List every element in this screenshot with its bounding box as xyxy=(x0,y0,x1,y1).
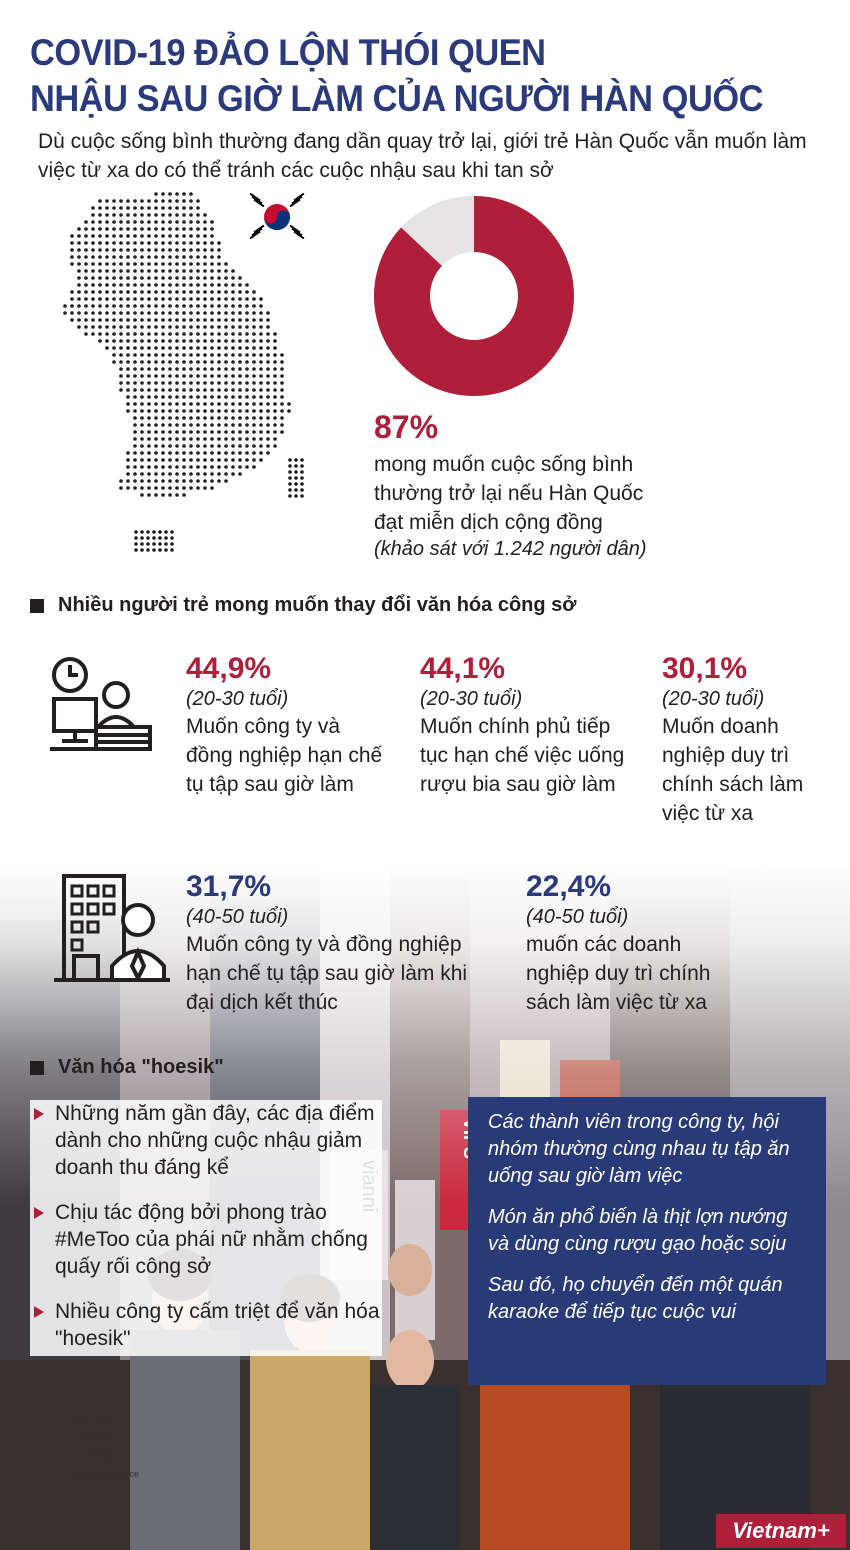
title-line-2: NHẬU SAU GIỜ LÀM CỦA NGƯỜI HÀN QUỐC xyxy=(30,78,764,119)
stat-card-5: 22,4% (40-50 tuổi) muốn các doanh nghiệp… xyxy=(526,870,746,1017)
stat-description: Muốn chính phủ tiếp tục hạn chế việc uốn… xyxy=(420,715,625,796)
list-item: Nhiều công ty cấm triệt để văn hóa "hoes… xyxy=(30,1298,382,1352)
page-title: COVID-19 ĐẢO LỘN THÓI QUEN NHẬU SAU GIỜ … xyxy=(30,30,774,122)
south-korea-map-icon xyxy=(40,190,330,560)
list-item-text: Những năm gần đây, các địa điểm dành cho… xyxy=(55,1102,375,1179)
stat-description: Muốn doanh nghiệp duy trì chính sách làm… xyxy=(662,715,804,825)
office-worker-icon xyxy=(48,655,152,755)
stat-age: (40-50 tuổi) xyxy=(186,906,289,928)
stat-age: (40-50 tuổi) xyxy=(526,906,629,928)
triangle-bullet-icon xyxy=(34,1306,44,1318)
stat-card-4: 31,7% (40-50 tuổi) Muốn công ty và đồng … xyxy=(186,870,486,1017)
title-line-1: COVID-19 ĐẢO LỘN THÓI QUEN xyxy=(30,32,546,73)
list-item: Chịu tác động bởi phong trào #MeToo của … xyxy=(30,1199,382,1280)
info-paragraph: Món ăn phổ biến là thịt lợn nướng và dùn… xyxy=(488,1206,788,1255)
subtitle: Dù cuộc sống bình thường đang dần quay t… xyxy=(38,130,807,182)
list-item-text: Nhiều công ty cấm triệt để văn hóa "hoes… xyxy=(55,1300,380,1350)
survey-percent: 87% xyxy=(374,408,438,446)
section2-heading: Văn hóa "hoesik" xyxy=(30,1056,224,1079)
section-bullet xyxy=(30,1060,44,1075)
section1-heading-text: Nhiều người trẻ mong muốn thay đổi văn h… xyxy=(58,594,577,616)
stat-value: 44,1% xyxy=(420,652,506,685)
info-paragraph: Sau đó, họ chuyển đến một quán karaoke đ… xyxy=(488,1274,783,1323)
korean-flag-icon xyxy=(245,190,309,244)
survey-note: (khảo sát với 1.242 người dân) xyxy=(374,538,647,560)
stat-card-2: 44,1% (20-30 tuổi) Muốn chính phủ tiếp t… xyxy=(420,652,630,799)
survey-donut-chart xyxy=(373,196,574,396)
list-item: Những năm gần đây, các địa điểm dành cho… xyxy=(30,1100,382,1181)
office-building-icon xyxy=(52,870,172,985)
triangle-bullet-icon xyxy=(34,1207,44,1219)
stat-card-3: 30,1% (20-30 tuổi) Muốn doanh nghiệp duy… xyxy=(662,652,827,828)
stat-description: Muốn công ty và đồng nghiệp hạn chế tụ t… xyxy=(186,715,383,796)
section2-heading-text: Văn hóa "hoesik" xyxy=(58,1056,224,1078)
stat-age: (20-30 tuổi) xyxy=(186,688,289,710)
hoesik-list: Những năm gần đây, các địa điểm dành cho… xyxy=(30,1100,382,1356)
info-paragraph: Các thành viên trong công ty, hội nhóm t… xyxy=(488,1111,790,1187)
vietnamplus-logo: Vietnam+ xyxy=(716,1514,846,1548)
menu-sign: lemonade hongchoo citronade strawberry j… xyxy=(76,1412,140,1479)
section1-heading: Nhiều người trẻ mong muốn thay đổi văn h… xyxy=(30,594,577,617)
section-bullet xyxy=(30,598,44,613)
stat-value: 31,7% xyxy=(186,870,272,903)
stat-value: 22,4% xyxy=(526,870,612,903)
stat-value: 30,1% xyxy=(662,652,748,685)
stat-description: Muốn công ty và đồng nghiệp hạn chế tụ t… xyxy=(186,933,468,1014)
hoesik-info-box: Các thành viên trong công ty, hội nhóm t… xyxy=(468,1097,826,1385)
triangle-bullet-icon xyxy=(34,1108,44,1120)
stat-description: muốn các doanh nghiệp duy trì chính sách… xyxy=(526,933,711,1014)
stat-age: (20-30 tuổi) xyxy=(420,688,523,710)
stat-age: (20-30 tuổi) xyxy=(662,688,765,710)
stat-value: 44,9% xyxy=(186,652,272,685)
survey-percent-value: 87% xyxy=(374,409,439,445)
donut-hole xyxy=(430,252,518,340)
survey-description: mong muốn cuộc sống bình thường trở lại … xyxy=(374,453,644,534)
list-item-text: Chịu tác động bởi phong trào #MeToo của … xyxy=(55,1201,368,1278)
stat-card-1: 44,9% (20-30 tuổi) Muốn công ty và đồng … xyxy=(186,652,386,799)
